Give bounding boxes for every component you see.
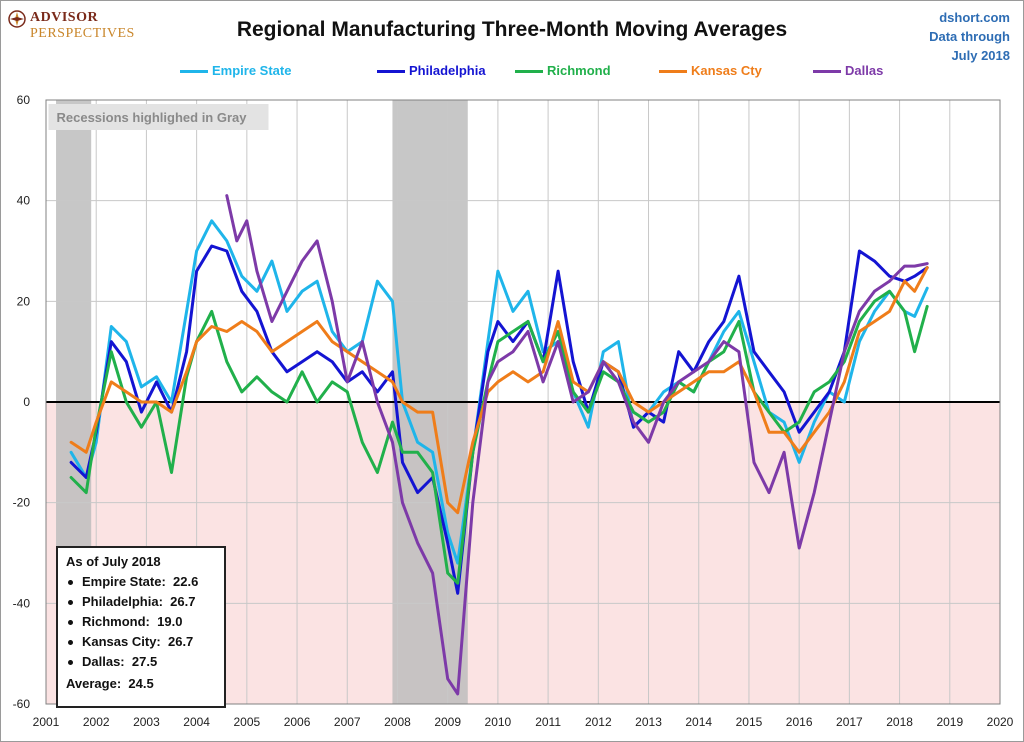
x-tick-label: 2011 <box>535 715 561 729</box>
info-row: Empire State: 22.6 <box>68 574 198 591</box>
x-tick-label: 2013 <box>635 715 662 729</box>
info-row-label: Richmond: <box>82 614 150 629</box>
average-label: Average: <box>66 676 122 691</box>
info-row: Philadelphia: 26.7 <box>68 594 195 611</box>
info-row-value: 22.6 <box>173 574 199 589</box>
series-line-richmond <box>69 289 929 585</box>
info-row-value: 26.7 <box>170 594 196 609</box>
bullet-icon <box>68 640 73 646</box>
info-box-title: As of July 2018 <box>66 554 161 569</box>
info-row-label: Kansas City: <box>82 634 161 649</box>
recession-note: Recessions highlighed in Gray <box>57 110 248 125</box>
x-tick-label: 2018 <box>886 715 913 729</box>
info-row-label: Philadelphia: <box>82 594 163 609</box>
y-tick-label: 60 <box>17 93 31 107</box>
recession-note-box <box>48 104 269 130</box>
series-line-dallas <box>225 194 929 696</box>
x-tick-label: 2008 <box>384 715 411 729</box>
x-tick-label: 2002 <box>83 715 110 729</box>
average-row: Average: 24.5 <box>66 676 154 691</box>
legend-item-richmond: Richmond <box>515 63 611 81</box>
legend-label: Philadelphia <box>409 63 486 78</box>
legend-swatch <box>377 70 405 74</box>
bullet-icon <box>68 580 73 586</box>
latest-values-box: As of July 2018 Empire State: 22.6 Phila… <box>56 546 226 708</box>
x-tick-label: 2007 <box>334 715 361 729</box>
x-tick-label: 2017 <box>836 715 863 729</box>
info-row: Richmond: 19.0 <box>68 614 182 631</box>
legend-item-kansas: Kansas Cty <box>659 63 762 81</box>
plot-border <box>45 99 1001 705</box>
legend-label: Kansas Cty <box>691 63 762 78</box>
x-tick-label: 2015 <box>736 715 763 729</box>
x-tick-label: 2001 <box>33 715 60 729</box>
legend-label: Richmond <box>547 63 611 78</box>
y-tick-label: 0 <box>23 395 30 409</box>
x-tick-label: 2016 <box>786 715 813 729</box>
series-line-kansas <box>69 266 929 515</box>
legend-item-philadelphia: Philadelphia <box>377 63 486 81</box>
source-site: dshort.com <box>939 10 1010 25</box>
logo-line-2: PERSPECTIVES <box>30 26 135 41</box>
compass-icon <box>8 10 26 28</box>
info-row-label: Dallas: <box>82 654 125 669</box>
x-tick-label: 2019 <box>936 715 963 729</box>
info-row-label: Empire State: <box>82 574 166 589</box>
legend-item-dallas: Dallas <box>813 63 883 81</box>
legend-label: Empire State <box>212 63 292 78</box>
y-tick-label: -60 <box>13 697 31 711</box>
chart-title: Regional Manufacturing Three-Month Movin… <box>236 18 788 41</box>
advisor-perspectives-logo: ADVISOR PERSPECTIVES <box>8 8 158 44</box>
legend-swatch <box>659 70 687 74</box>
info-row-value: 27.5 <box>131 654 158 669</box>
average-value: 24.5 <box>128 676 154 691</box>
series-line-philadelphia <box>69 244 929 595</box>
x-tick-label: 2010 <box>485 715 512 729</box>
x-tick-label: 2004 <box>183 715 210 729</box>
info-row: Kansas City: 26.7 <box>68 634 193 651</box>
x-tick-label: 2009 <box>434 715 461 729</box>
x-tick-label: 2003 <box>133 715 160 729</box>
info-row-value: 26.7 <box>167 634 194 649</box>
x-tick-label: 2005 <box>233 715 260 729</box>
bullet-icon <box>68 620 73 626</box>
x-tick-label: 2020 <box>987 715 1014 729</box>
info-row: Dallas: 27.5 <box>68 654 157 671</box>
y-tick-label: -40 <box>13 596 31 610</box>
legend-swatch <box>515 70 543 74</box>
source-data-through: Data through <box>929 29 1010 44</box>
legend-swatch <box>180 70 208 74</box>
chart-legend: Empire State Philadelphia Richmond Kansas C… <box>180 63 883 81</box>
y-tick-label: 40 <box>17 194 31 208</box>
logo-line-1: ADVISOR <box>30 10 99 25</box>
y-tick-label: 20 <box>17 294 31 308</box>
y-tick-label: -20 <box>13 496 31 510</box>
x-tick-label: 2014 <box>685 715 712 729</box>
source-date: July 2018 <box>951 48 1010 63</box>
source-note: dshort.com Data through July 2018 <box>929 8 1010 65</box>
bullet-icon <box>68 660 73 666</box>
legend-item-empire: Empire State <box>180 63 291 81</box>
x-tick-label: 2012 <box>585 715 612 729</box>
legend-label: Dallas <box>845 63 884 78</box>
legend-swatch <box>813 70 841 74</box>
bullet-icon <box>68 600 73 606</box>
x-tick-label: 2006 <box>284 715 311 729</box>
info-row-value: 19.0 <box>157 614 183 629</box>
